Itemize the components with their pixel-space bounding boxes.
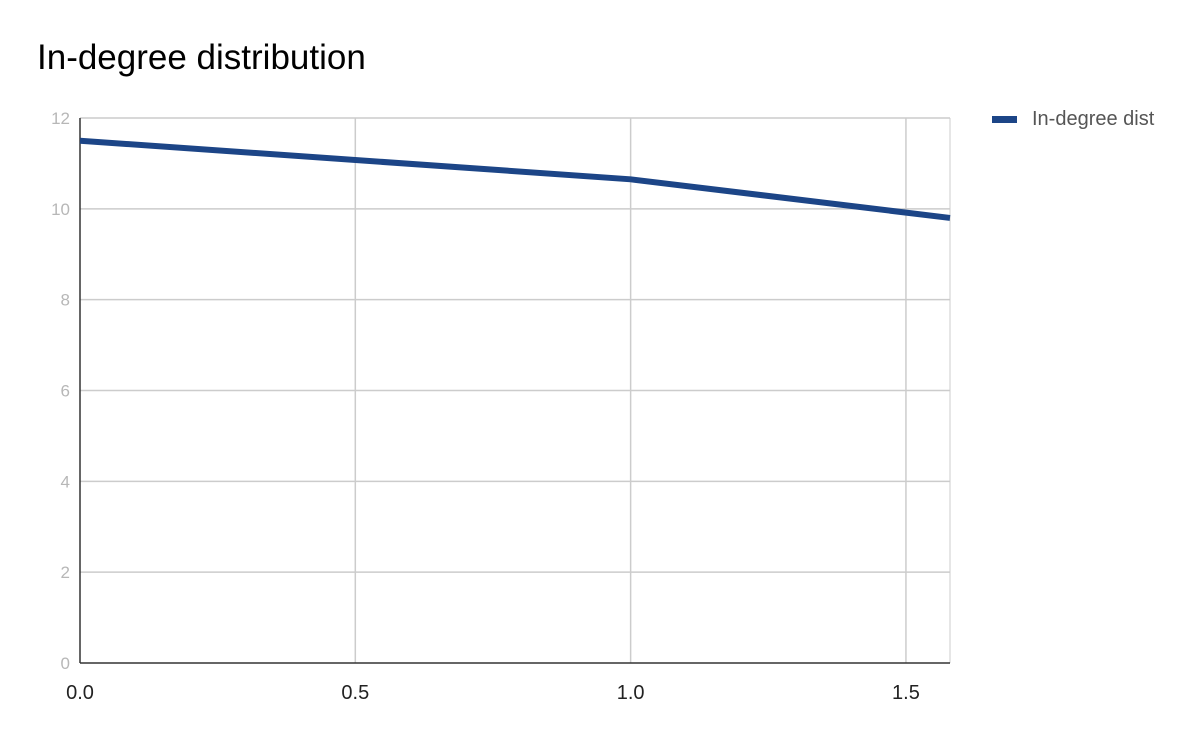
y-tick-label: 10 <box>51 200 70 219</box>
x-tick-label: 1.0 <box>617 682 645 704</box>
y-tick-label: 6 <box>61 382 70 401</box>
legend-swatch <box>992 116 1017 123</box>
x-tick-label: 1.5 <box>892 682 920 704</box>
y-tick-label: 0 <box>61 654 70 673</box>
legend: In-degree dist <box>992 108 1154 131</box>
y-tick-labels: 0 2 4 6 8 10 12 <box>51 109 70 673</box>
x-tick-label: 0.0 <box>66 682 94 704</box>
x-tick-labels: 0.0 0.5 1.0 1.5 <box>66 682 920 704</box>
y-tick-label: 2 <box>61 563 70 582</box>
y-tick-label: 4 <box>61 472 70 491</box>
grid-lines <box>80 117 951 663</box>
series-line <box>79 137 951 221</box>
series-lines <box>79 137 951 221</box>
axes <box>79 118 950 664</box>
y-tick-label: 8 <box>61 291 70 310</box>
x-tick-label: 0.5 <box>341 682 369 704</box>
legend-label: In-degree dist <box>1032 108 1155 130</box>
y-tick-label: 12 <box>51 109 70 128</box>
chart-title: In-degree distribution <box>37 38 366 77</box>
